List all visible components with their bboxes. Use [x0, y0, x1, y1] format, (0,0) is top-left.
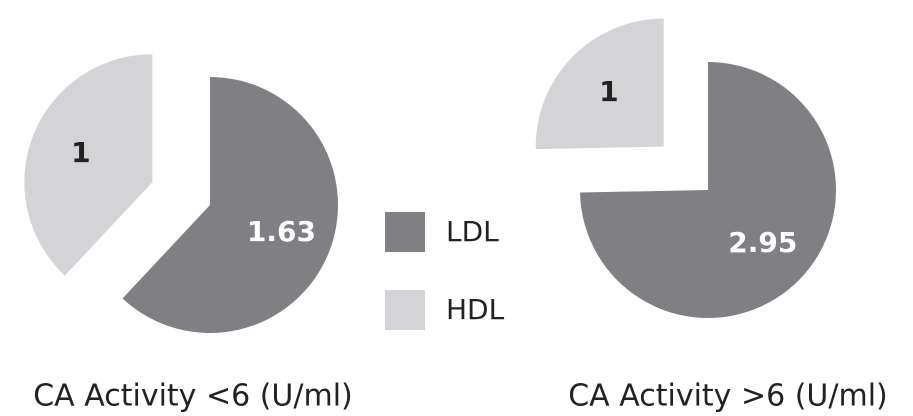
pie-slice: [535, 18, 664, 150]
legend-swatch: [385, 290, 425, 330]
pie-slice: [580, 62, 837, 319]
legend-swatch: [385, 212, 425, 252]
chart-title: CA Activity >6 (U/ml): [568, 379, 888, 414]
chart-title: CA Activity <6 (U/ml): [33, 379, 353, 414]
pie-slice: [122, 77, 338, 333]
value-label: 2.95: [728, 226, 797, 259]
value-label: 1.63: [247, 215, 316, 248]
pie-slice: [24, 54, 153, 276]
legend-label: LDL: [446, 215, 499, 248]
value-label: 1: [71, 136, 90, 169]
legend-label: HDL: [446, 293, 505, 326]
value-label: 1: [599, 75, 618, 108]
